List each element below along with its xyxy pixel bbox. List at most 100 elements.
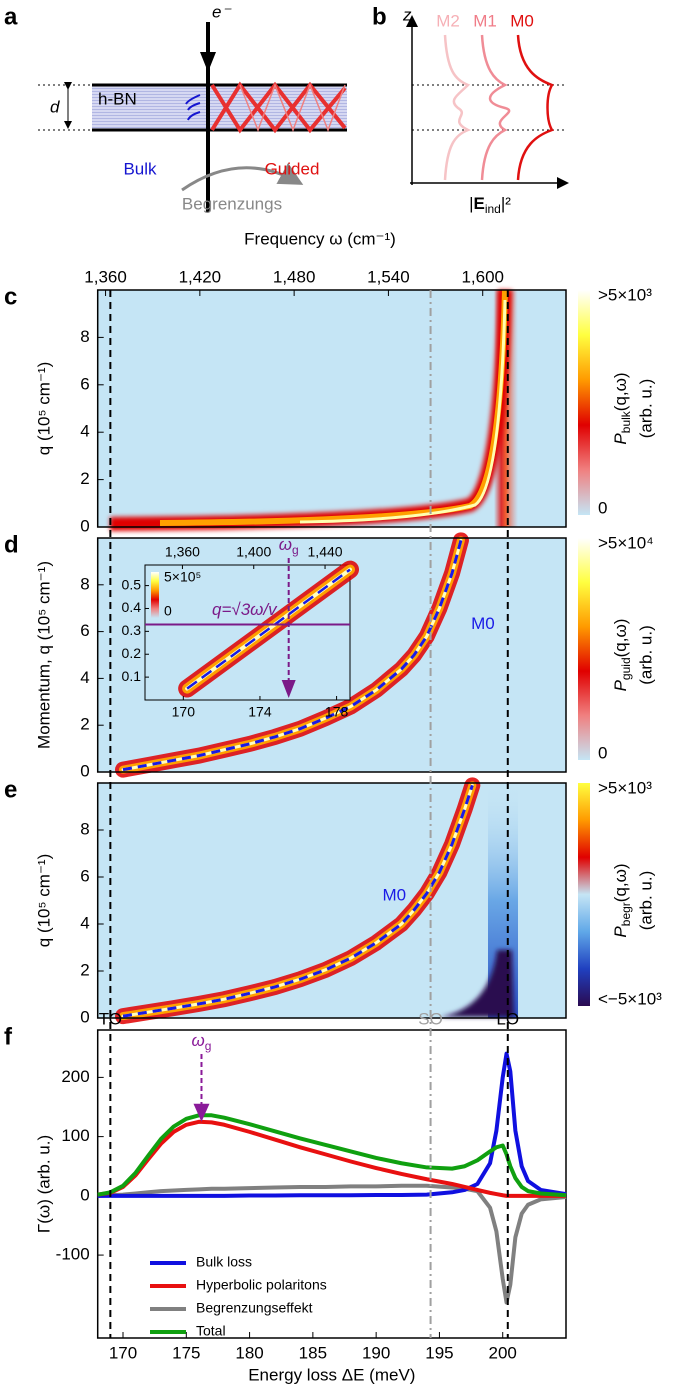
y-tick-label: 0 (80, 761, 89, 780)
y-axis-label: q (10⁵ cm⁻¹) (34, 362, 53, 455)
begrenzungs-arrow (181, 162, 304, 192)
series-label: M0 (382, 885, 406, 904)
mode-m0 (516, 34, 554, 181)
y-tick-label: 4 (80, 668, 89, 687)
x-tick-label: 200 (489, 1343, 517, 1362)
inset-colorbar-min: 0 (164, 603, 172, 619)
bulk-label: Bulk (123, 159, 157, 178)
inset-y-tick-label: 0.1 (122, 668, 142, 684)
y-tick-label: 2 (80, 469, 89, 488)
y-tick-label: 4 (80, 422, 89, 441)
label-part: ω (279, 535, 292, 554)
y-tick-label: 6 (80, 374, 89, 393)
colorbar (578, 538, 590, 760)
reference-label: TO (99, 1009, 122, 1028)
y-tick-label: -100 (56, 1245, 90, 1264)
inset-y-tick-label: 0.4 (122, 599, 142, 615)
x-axis-label: Energy loss ΔE (meV) (248, 1365, 415, 1384)
colorbar-unit: (arb. u.) (636, 871, 655, 931)
y-tick-label: 2 (80, 960, 89, 979)
electron-arrow (200, 52, 216, 72)
x-tick-label: 170 (109, 1343, 137, 1362)
plot-frame (96, 782, 567, 1019)
x2-axis-label: Frequency ω (cm⁻¹) (244, 229, 396, 248)
label-part: begr (619, 902, 633, 926)
colorbar (578, 783, 590, 1006)
colorbar-min: 0 (598, 743, 607, 762)
label-part: P (611, 926, 630, 938)
y-tick-label: 8 (80, 819, 89, 838)
reference-label: SO (418, 1009, 443, 1028)
omega-g-head (193, 1103, 210, 1122)
colorbar-max: >5×10³ (598, 778, 652, 797)
x2-tick-label: 1,600 (461, 267, 504, 286)
legend-label: Bulk loss (196, 1254, 252, 1270)
series-line (97, 1119, 566, 1198)
colorbar-unit: (arb. u.) (636, 625, 655, 685)
inset-x2-tick-label: 1,400 (236, 544, 271, 560)
dispersion-line (122, 784, 474, 1018)
electron-label: e⁻ (212, 2, 232, 21)
panel-label: c (4, 283, 17, 310)
y-tick-label: 8 (80, 574, 89, 593)
x2-tick-label: 1,420 (179, 267, 222, 286)
label-part: P (611, 433, 630, 445)
mode-label: M0 (510, 11, 534, 30)
y-tick-label: 0 (80, 1185, 89, 1204)
inset-colorbar-max: 5×10⁵ (164, 569, 201, 585)
plot-frame (96, 1029, 567, 1339)
series-line (97, 1051, 567, 1198)
inset-x2-tick-label: 1,440 (308, 544, 343, 560)
y-tick-label: 8 (80, 327, 89, 346)
heatmap-background (97, 783, 566, 1018)
mode-label: M1 (473, 11, 497, 30)
colorbar-min: 0 (598, 498, 607, 517)
heatmap-region (440, 950, 514, 1017)
x2-tick-label: 1,360 (84, 267, 127, 286)
y-axis-label: Momentum, q (10⁵ cm⁻¹) (34, 561, 53, 749)
plot-frame (96, 537, 567, 773)
x-tick-label: 195 (425, 1343, 453, 1362)
reference-label: LO (496, 1009, 519, 1028)
y-tick-label: 0 (80, 516, 89, 535)
series-line (97, 1183, 567, 1305)
label-part: g (205, 1039, 212, 1053)
x2-tick-label: 1,480 (273, 267, 316, 286)
y-axis-label: Γ(ω) (arb. u.) (34, 1135, 53, 1233)
panel-label: f (4, 1023, 13, 1050)
colorbar-max: >5×10³ (598, 285, 652, 304)
x-tick-label: 175 (172, 1343, 200, 1362)
panel-label: b (372, 3, 387, 30)
axis-label: z (402, 5, 412, 24)
series-label: M0 (471, 614, 495, 633)
inset-y-tick-label: 0.5 (122, 576, 142, 592)
x-tick-label: 190 (362, 1343, 390, 1362)
axis-label: |Eind|² (469, 194, 511, 216)
bulk-field (185, 94, 201, 121)
omega-g-head (281, 680, 296, 698)
legend-label: Total (196, 1323, 226, 1339)
label-part: g (292, 543, 299, 557)
label-part: P (611, 679, 630, 691)
x-tick-label: 185 (299, 1343, 327, 1362)
begrenzungs-label: Begrenzungs (182, 194, 282, 213)
label-part: bulk (619, 410, 633, 433)
legend-label: Hyperbolic polaritons (196, 1277, 327, 1293)
y-tick-label: 2 (80, 715, 89, 734)
colorbar-label: Pbulk(q,ω) (611, 372, 633, 444)
inset-x-tick-label: 178 (325, 704, 349, 720)
colorbar-min: <−5×10³ (598, 989, 662, 1008)
label-part: (q,ω) (611, 619, 630, 658)
x-tick-label: 180 (235, 1343, 263, 1362)
label-part: ω (192, 1031, 205, 1050)
colorbar (578, 290, 590, 515)
mode-m1 (480, 34, 511, 181)
omega-label: ωg (279, 535, 299, 557)
inset-x-tick-label: 170 (172, 704, 196, 720)
y-tick-label: 100 (61, 1126, 89, 1145)
y-tick-label: 6 (80, 866, 89, 885)
guided-label: Guided (265, 159, 320, 178)
material-label: h-BN (98, 89, 137, 108)
thickness-label: d (50, 97, 60, 116)
colorbar-max: >5×10⁴ (598, 533, 654, 552)
